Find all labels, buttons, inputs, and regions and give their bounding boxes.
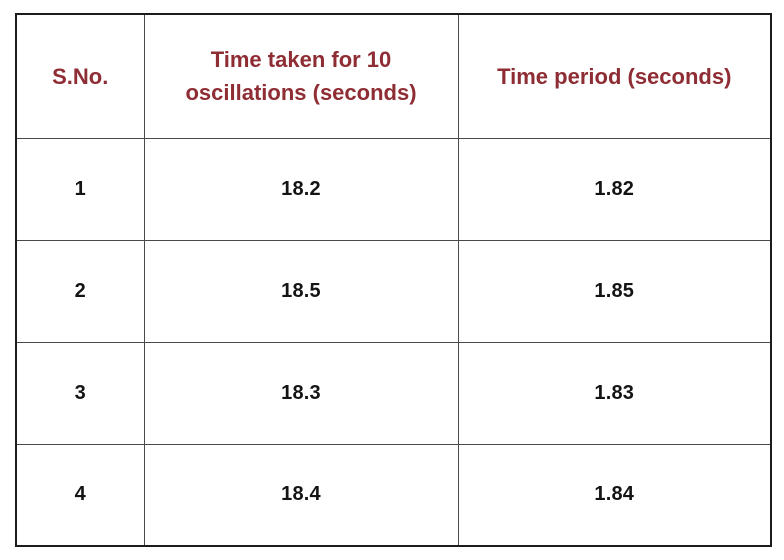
table-row: 2 18.5 1.85 bbox=[15, 239, 772, 343]
table-row: 1 18.2 1.82 bbox=[15, 137, 772, 241]
oscillation-data-table: S.No. Time taken for 10 oscillations (se… bbox=[15, 13, 772, 547]
column-header-time-10-oscillations: Time taken for 10 oscillations (seconds) bbox=[143, 13, 459, 139]
column-header-time-period-label: Time period (seconds) bbox=[497, 63, 732, 89]
column-header-time-10-oscillations-label: Time taken for 10 oscillations (seconds) bbox=[185, 47, 417, 106]
cell-time-period: 1.82 bbox=[457, 137, 772, 241]
cell-sno: 4 bbox=[15, 443, 145, 547]
cell-time-10-oscillations: 18.3 bbox=[143, 341, 459, 445]
cell-sno: 1 bbox=[15, 137, 145, 241]
column-header-sno-label: S.No. bbox=[52, 63, 109, 89]
table-row: 4 18.4 1.84 bbox=[15, 443, 772, 547]
column-header-time-period: Time period (seconds) bbox=[457, 13, 772, 139]
table-row: 3 18.3 1.83 bbox=[15, 341, 772, 445]
cell-time-period: 1.83 bbox=[457, 341, 772, 445]
table-header-row: S.No. Time taken for 10 oscillations (se… bbox=[15, 13, 772, 139]
cell-time-period: 1.85 bbox=[457, 239, 772, 343]
cell-sno: 2 bbox=[15, 239, 145, 343]
cell-time-10-oscillations: 18.2 bbox=[143, 137, 459, 241]
cell-time-period: 1.84 bbox=[457, 443, 772, 547]
cell-sno: 3 bbox=[15, 341, 145, 445]
column-header-sno: S.No. bbox=[15, 13, 145, 139]
cell-time-10-oscillations: 18.4 bbox=[143, 443, 459, 547]
cell-time-10-oscillations: 18.5 bbox=[143, 239, 459, 343]
